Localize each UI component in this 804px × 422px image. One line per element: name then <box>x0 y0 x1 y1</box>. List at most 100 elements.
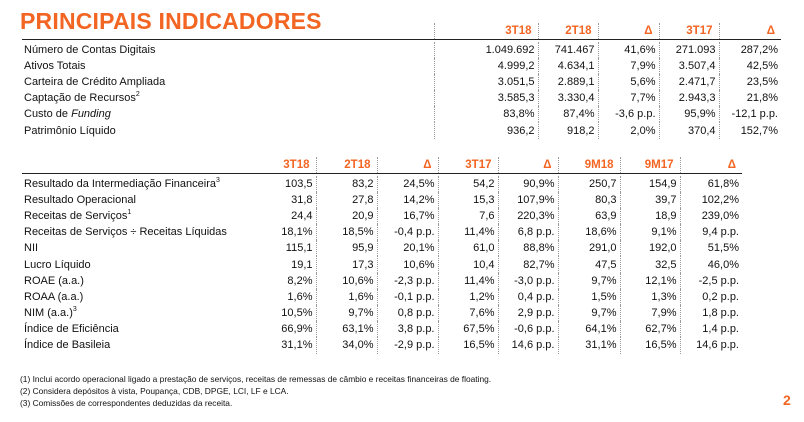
table-cell: 63,1% <box>315 321 377 338</box>
table-cell: 103,5 <box>284 177 313 190</box>
table-cell: 1,2% <box>437 288 498 305</box>
table-cell: 271.093 <box>658 41 719 58</box>
row-label: Resultado Operacional <box>22 192 254 208</box>
table-row: Resultado da Intermediação Financeira3 10… <box>22 175 742 192</box>
table-cell: 14,6 p.p. <box>497 337 558 354</box>
page-title: PRINCIPAIS INDICADORES <box>20 8 322 34</box>
table-cell: 102,2% <box>679 191 742 208</box>
table-cell: 250,7 <box>557 175 620 192</box>
table-cell: 1,4 p.p. <box>679 321 742 338</box>
table-row: NIM (a.a.)3 10,5% 9,7% 0,8 p.p. 7,6% 2,9 p.p.… <box>22 305 742 322</box>
table-row: Índice de Eficiência 66,9% 63,1% 3,8 p.p. 67… <box>22 321 742 338</box>
row-label: Resultado da Intermediação Financeira3 <box>22 176 254 192</box>
table-cell: 1.049.692 <box>433 41 538 58</box>
footnote-marker: 3 <box>72 306 77 314</box>
table-cell: 1,5% <box>557 288 620 305</box>
table-cell: 88,8% <box>497 240 558 257</box>
table-cell: 220,3% <box>497 207 558 225</box>
table-cell: 16,5% <box>437 337 498 354</box>
table-cell: 54,2 <box>437 175 498 192</box>
table-cell: 9,7% <box>557 305 620 322</box>
table-row: ROAE (a.a.) 8,2% 10,6% -2,3 p.p. 11,4% -3,0 p… <box>22 272 742 289</box>
table-cell: 39,7 <box>619 191 680 208</box>
table-row: Receitas de Serviços1 24,4 20,9 16,7% 7,6 220… <box>22 207 742 225</box>
table-cell: 287,2% <box>718 41 781 58</box>
table-row: Resultado Operacional 31,8 27,8 14,2% 15,3 10… <box>22 191 742 208</box>
table-cell: 1,6% <box>287 290 313 303</box>
table-cell: -3,0 p.p. <box>497 272 558 289</box>
row-label-text: Resultado da Intermediação Financeira <box>24 177 217 190</box>
table-cell: 3.585,3 <box>433 90 538 107</box>
row-label: Índice de Eficiência <box>22 321 254 337</box>
table-cell: 7,6 <box>437 207 498 225</box>
table-cell: 10,6% <box>376 256 438 273</box>
table-cell: 9,7% <box>315 305 377 322</box>
table-row: Custo de Funding 83,8% 87,4% -3,6 p.p. 95,9%… <box>22 106 781 123</box>
table-cell: 20,9 <box>315 207 377 225</box>
table-cell: 291,0 <box>557 240 620 257</box>
table-cell: 14,6 p.p. <box>679 337 742 354</box>
row-label-text: Receitas de Serviços ÷ Receitas Líquidas <box>24 226 227 239</box>
row-label-text: Número de Contas Digitais <box>24 43 156 56</box>
table-row: Ativos Totais 4.999,2 4.634,1 7,9% 3.507,4 42… <box>22 57 781 74</box>
table-cell: 21,8% <box>718 90 781 107</box>
table-cell: 32,5 <box>619 256 680 273</box>
table-cell: 61,0 <box>437 240 498 257</box>
table-row: NII 115,1 95,9 20,1% 61,0 88,8% 291,0 192,0 51,5… <box>22 240 742 257</box>
table-cell: 8,2% <box>287 274 313 287</box>
table-cell: 95,9% <box>658 106 719 123</box>
footnotes: (1) Inclui acordo operacional ligado a p… <box>20 373 491 410</box>
row-label: Receitas de Serviços1 <box>22 208 254 224</box>
table-cell: 9,4 p.p. <box>679 224 742 241</box>
table-cell: 1,8 p.p. <box>679 305 742 322</box>
table-cell: 3.507,4 <box>658 57 719 74</box>
table-cell: 24,5% <box>376 175 438 192</box>
table-cell: 18,5% <box>315 224 377 241</box>
row-label-text: NII <box>24 242 39 255</box>
table-cell: 14,2% <box>376 191 438 208</box>
table-cell: 918,2 <box>537 122 598 139</box>
table-cell: 5,6% <box>597 73 659 91</box>
key-indicators-table: 3T18 2T18 Δ 3T17 Δ Número de Contas Digi… <box>22 23 781 139</box>
table-cell: 51,5% <box>679 240 742 257</box>
column-header: 9M17 <box>619 157 680 174</box>
table-cell: 4.999,2 <box>433 57 538 74</box>
column-header: Δ <box>597 23 659 40</box>
table-cell: 7,9% <box>597 57 659 74</box>
row-label-text: Captação de Recursos <box>24 92 136 105</box>
table-cell: 19,1 <box>291 258 313 271</box>
row-label-text: Custo de <box>24 108 72 121</box>
table-cell: 90,9% <box>497 175 558 192</box>
table-row: Carteira de Crédito Ampliada 3.051,5 2.889… <box>22 73 781 91</box>
row-label-text: Índice de Eficiência <box>24 323 119 336</box>
table-cell: 9,1% <box>619 224 680 241</box>
table-cell: 115,1 <box>285 242 313 255</box>
table-cell: 87,4% <box>537 106 598 123</box>
table-row: Patrimônio Líquido 936,2 918,2 2,0% 370,4 152… <box>22 122 781 139</box>
column-header: 2T18 <box>315 157 377 174</box>
table-cell: 7,9% <box>619 305 680 322</box>
table-cell: 0,4 p.p. <box>497 288 558 305</box>
table-cell: 27,8 <box>315 191 377 208</box>
table-cell: 16,5% <box>619 337 680 354</box>
column-header: 3T18 <box>283 159 310 171</box>
row-label: Captação de Recursos2 <box>22 90 434 106</box>
column-header: 3T17 <box>658 23 719 40</box>
column-header: 2T18 <box>537 23 598 40</box>
table-cell: 17,3 <box>315 256 377 273</box>
results-table: 3T18 2T18 Δ 3T17 Δ 9M18 9M17 Δ Resultado… <box>22 157 742 354</box>
table-cell: 370,4 <box>658 122 719 139</box>
table-cell: 11,4% <box>437 272 498 289</box>
row-label: Ativos Totais <box>22 58 434 74</box>
table-cell: 9,7% <box>557 272 620 289</box>
footnote-marker: 3 <box>216 176 220 184</box>
table-cell: 3.051,5 <box>433 73 538 91</box>
table-cell: 7,7% <box>597 90 659 107</box>
table-cell: -3,6 p.p. <box>597 106 659 123</box>
table-cell: 6,8 p.p. <box>497 224 558 241</box>
table-cell: 18,9 <box>619 207 680 225</box>
table-cell: 2.943,3 <box>658 90 719 107</box>
footnote: (2) Considera depósitos à vista, Poupanç… <box>20 386 289 397</box>
column-header: Δ <box>718 23 781 40</box>
table-cell: -12,1 p.p. <box>718 106 781 123</box>
